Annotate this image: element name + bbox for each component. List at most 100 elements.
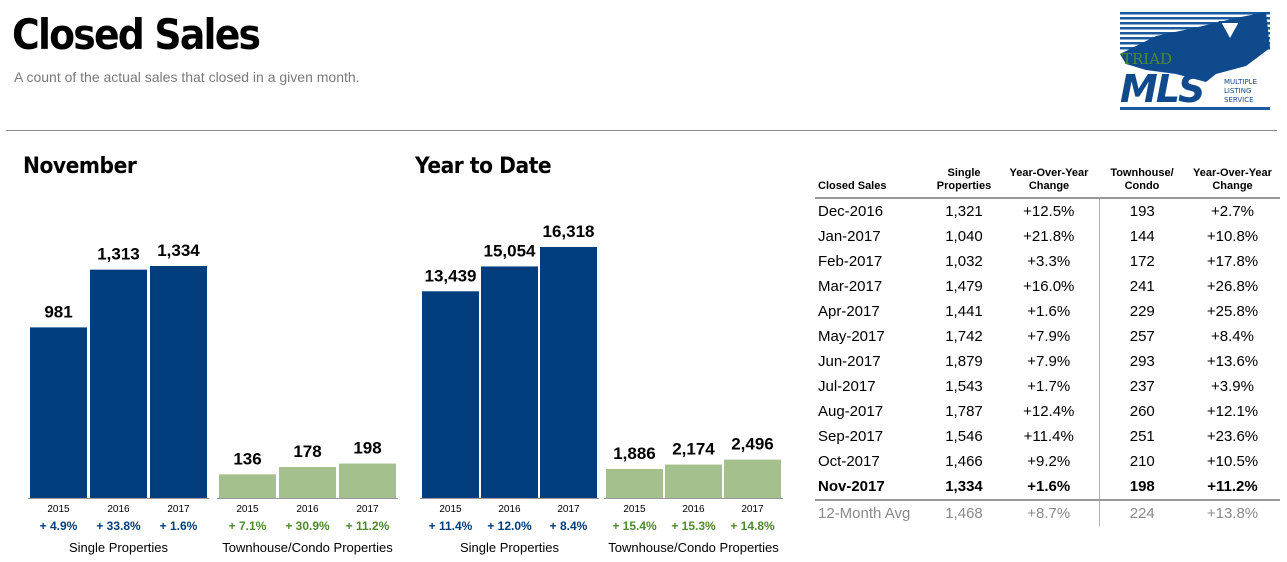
table-row: Dec-2016 1,321 +12.5% 193 +2.7% (815, 198, 1280, 224)
table-cell: +12.1% (1206, 403, 1259, 420)
year-tick-label: 2016 (296, 504, 319, 515)
logo-line1-text: MULTIPLE (1224, 78, 1257, 86)
table-cell: 293 (1129, 353, 1155, 370)
table-cell: +26.8% (1206, 278, 1259, 295)
table-cell: Dec-2016 (818, 203, 884, 220)
table-cell: 1,479 (945, 278, 983, 295)
group-label: Townhouse/Condo Properties (222, 540, 393, 555)
table-cell: +3.9% (1211, 378, 1254, 395)
table-cell: 1,543 (945, 378, 983, 395)
yoy-change-label: + 30.9% (285, 519, 330, 533)
bar (339, 463, 396, 498)
bar (90, 269, 147, 498)
table-cell: 229 (1129, 303, 1155, 320)
header-divider (6, 130, 1277, 131)
table-cell: +1.6% (999, 299, 1100, 324)
table-cell: 241 (1129, 278, 1155, 295)
table-cell: 1,441 (945, 303, 983, 320)
bar (150, 266, 207, 498)
table-cell: May-2017 (818, 328, 885, 345)
table-cell: 1,546 (945, 428, 983, 445)
table-cell: 1,032 (945, 253, 983, 270)
table-cell: 198 (1099, 474, 1185, 501)
group-label: Townhouse/Condo Properties (608, 540, 779, 555)
logo-line3-text: SERVICE (1224, 96, 1254, 104)
bar-value-label: 13,439 (425, 266, 477, 285)
table-cell: +2.7% (1211, 203, 1254, 220)
bar-value-label: 2,174 (672, 440, 715, 459)
yoy-change-label: + 15.3% (671, 519, 716, 533)
table-cell: Jul-2017 (818, 378, 876, 395)
table-row: Oct-2017 1,466 +9.2% 210 +10.5% (815, 449, 1280, 474)
bar (665, 464, 722, 498)
year-tick-label: 2017 (557, 504, 580, 515)
table-header-period: Closed Sales (815, 163, 929, 199)
bar-value-label: 16,318 (543, 222, 595, 241)
year-tick-label: 2016 (682, 504, 705, 515)
year-tick-label: 2017 (167, 504, 190, 515)
table-cell: Nov-2017 (815, 474, 929, 501)
table-cell: 224 (1129, 505, 1155, 522)
table-cell: +17.8% (1206, 253, 1259, 270)
yoy-change-label: + 7.1% (229, 519, 267, 533)
table-row: Jun-2017 1,879 +7.9% 293 +13.6% (815, 349, 1280, 374)
year-tick-label: 2015 (623, 504, 646, 515)
bar (481, 266, 538, 498)
table-row: Jul-2017 1,543 +1.7% 237 +3.9% (815, 374, 1280, 399)
logo-underline (1120, 107, 1270, 110)
table-cell: +13.8% (1206, 505, 1259, 522)
table-row: Jan-2017 1,040 +21.8% 144 +10.8% (815, 224, 1280, 249)
table-cell: +9.2% (999, 449, 1100, 474)
ytd-bar-chart: 13,439 2015 + 11.4% 15,054 2016 + 12.0% 16,318… (420, 222, 783, 555)
table-row: May-2017 1,742 +7.9% 257 +8.4% (815, 324, 1280, 349)
bar (30, 327, 87, 498)
year-tick-label: 2017 (741, 504, 764, 515)
bar-value-label: 15,054 (484, 241, 537, 260)
table-header-single: Single Properties (929, 163, 999, 199)
yoy-change-label: + 12.0% (487, 519, 532, 533)
table-row: Apr-2017 1,441 +1.6% 229 +25.8% (815, 299, 1280, 324)
table-row: Aug-2017 1,787 +12.4% 260 +12.1% (815, 399, 1280, 424)
bar-value-label: 1,313 (97, 245, 140, 264)
table-cell: +10.8% (1206, 228, 1259, 245)
table-row: Mar-2017 1,479 +16.0% 241 +26.8% (815, 274, 1280, 299)
table-cell: +13.6% (1206, 353, 1259, 370)
logo-triangle (1218, 21, 1242, 43)
bar (279, 467, 336, 498)
table-summary-row: 12-Month Avg 1,468 +8.7% 224 +13.8% (815, 500, 1280, 526)
table-cell: +8.7% (999, 500, 1100, 526)
table-cell: 1,468 (945, 505, 983, 522)
table-cell: 260 (1129, 403, 1155, 420)
table-cell: 1,879 (945, 353, 983, 370)
table-header-townhouse-change: Year-Over-Year Change (1185, 163, 1280, 199)
bar-value-label: 198 (353, 439, 381, 458)
table-cell: Sep-2017 (818, 428, 884, 445)
page-subtitle: A count of the actual sales that closed … (14, 69, 360, 85)
logo-mls-text: MLS (1120, 67, 1204, 111)
yoy-change-label: + 33.8% (96, 519, 141, 533)
table-cell: 210 (1129, 453, 1155, 470)
table-cell: +7.9% (999, 349, 1100, 374)
year-tick-label: 2015 (47, 504, 70, 515)
november-chart-title: November (23, 154, 137, 179)
november-bar-chart: 981 2015 + 4.9% 1,313 2016 + 33.8% 1,334 2017 + … (28, 241, 398, 555)
year-tick-label: 2015 (439, 504, 462, 515)
bar (724, 459, 781, 498)
bar-value-label: 981 (44, 302, 72, 321)
table-cell: Apr-2017 (818, 303, 880, 320)
bar-value-label: 178 (293, 442, 321, 461)
yoy-change-label: + 15.4% (612, 519, 657, 533)
bar (606, 468, 663, 498)
bar (422, 291, 479, 498)
table-cell: +23.6% (1206, 428, 1259, 445)
table-cell: +21.8% (999, 224, 1100, 249)
table-cell: 1,787 (945, 403, 983, 420)
table-cell: +12.5% (999, 198, 1100, 224)
table-cell: 1,040 (945, 228, 983, 245)
table-cell: +16.0% (999, 274, 1100, 299)
table-cell: Jan-2017 (818, 228, 881, 245)
year-tick-label: 2015 (236, 504, 259, 515)
table-cell: 257 (1129, 328, 1155, 345)
monthly-closed-sales-table: Closed Sales Single Properties Year-Over… (815, 163, 1280, 526)
table-cell: Jun-2017 (818, 353, 881, 370)
